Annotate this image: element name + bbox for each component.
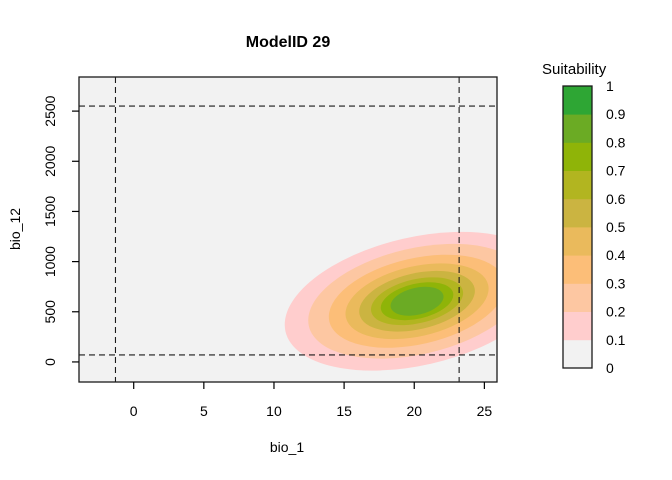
legend-cell-0.8-0.9 <box>563 114 592 143</box>
legend-tick-label: 1 <box>606 78 614 94</box>
legend-tick-label: 0.5 <box>606 219 626 235</box>
x-tick-label: 5 <box>200 403 208 419</box>
legend-tick-label: 0.8 <box>606 134 626 150</box>
legend-cell-0.5-0.6 <box>563 198 592 228</box>
y-tick-label: 0 <box>42 358 58 366</box>
x-tick-label: 0 <box>130 403 138 419</box>
x-tick-label: 10 <box>266 403 282 419</box>
legend-cell-0.9-1 <box>563 86 592 115</box>
plot-title: ModelID 29 <box>246 34 331 51</box>
y-tick-label: 1500 <box>42 196 58 227</box>
plot-area: 0 5 10 15 20 25 0 500 1000 1500 2000 2500 <box>42 76 498 419</box>
legend-tick-label: 0.7 <box>606 163 626 179</box>
legend-tick-label: 0 <box>606 360 614 376</box>
legend-tick-label: 0.2 <box>606 304 626 320</box>
contour-band-0.8 <box>390 286 444 316</box>
legend-cell-0.7-0.8 <box>563 142 592 171</box>
legend-tick-label: 0.3 <box>606 275 626 291</box>
suitability-ellipses <box>284 231 497 371</box>
legend-cell-0.3-0.4 <box>563 255 592 284</box>
legend-cell-0.6-0.7 <box>563 170 592 200</box>
legend-tick-label: 0.4 <box>606 247 626 263</box>
plot-frame <box>78 76 498 383</box>
legend-cell-0.4-0.5 <box>563 227 592 256</box>
x-axis-label: bio_1 <box>270 439 304 455</box>
legend-cell-0-0.1 <box>563 339 592 369</box>
y-tick-label: 500 <box>42 300 58 324</box>
y-tick-label: 1000 <box>42 246 58 277</box>
legend-cell-0.1-0.2 <box>563 311 592 341</box>
x-tick-label: 20 <box>406 403 422 419</box>
x-tick-label: 15 <box>336 403 352 419</box>
legend-tick-label: 0.9 <box>606 106 626 122</box>
legend-tick-label: 0.1 <box>606 332 626 348</box>
y-axis-label: bio_12 <box>7 208 23 250</box>
legend-frame <box>562 85 593 369</box>
y-tick-label: 2500 <box>42 95 58 126</box>
legend-title: Suitability <box>542 61 607 78</box>
legend-colorbar: 0 0.1 0.2 0.3 0.4 0.5 0.6 0.7 0.8 0.9 1 <box>562 78 626 376</box>
legend-tick-label: 0.6 <box>606 191 626 207</box>
x-tick-label: 25 <box>477 403 493 419</box>
y-tick-label: 2000 <box>42 145 58 176</box>
legend-cell-0.2-0.3 <box>563 283 592 312</box>
